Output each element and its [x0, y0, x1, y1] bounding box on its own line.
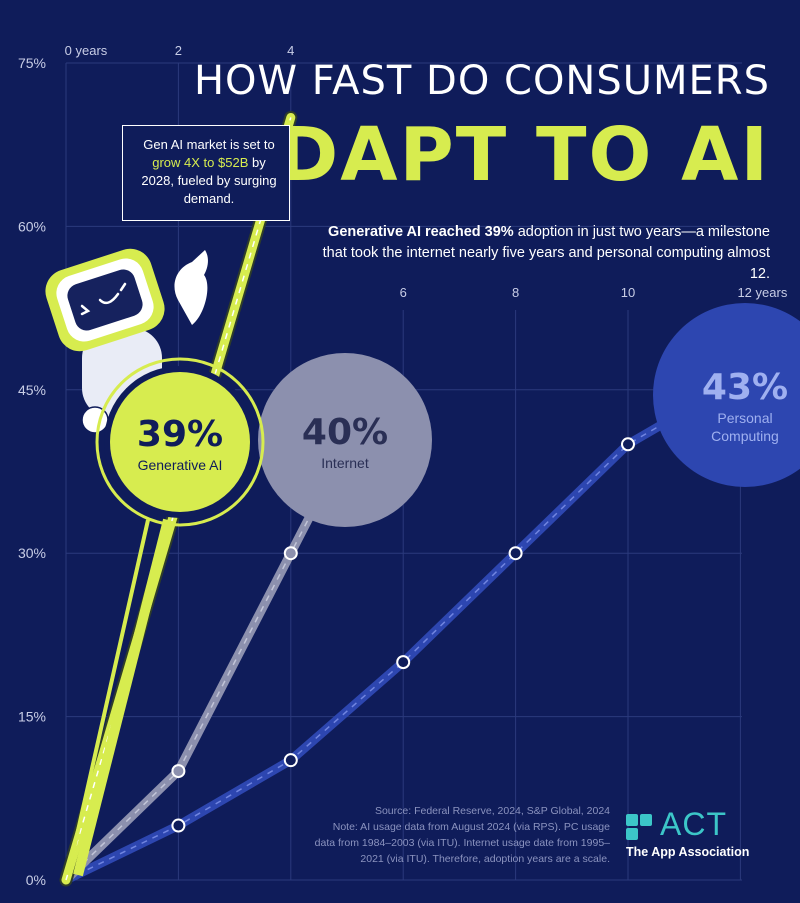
bubble-internet-circle: [258, 353, 432, 527]
source-line: Source: Federal Reserve, 2024, S&P Globa…: [374, 805, 610, 817]
y-tick-label: 30%: [18, 545, 46, 561]
series-bubbles: 43% Personal Computing 40% Internet 39% Genera…: [95, 303, 800, 527]
act-logo: ACT The App Association: [626, 806, 756, 862]
act-logo-name: ACT: [660, 806, 727, 842]
y-tick-label: 0%: [26, 872, 46, 888]
act-logo-tagline: The App Association: [626, 845, 750, 859]
x-tick-label: 2: [175, 43, 182, 58]
y-tick-label: 15%: [18, 709, 46, 725]
bubble-generative-ai-value: 39%: [137, 414, 223, 455]
bubble-generative-ai-circle: [110, 372, 250, 512]
bubble-internet-label: Internet: [321, 455, 369, 471]
act-logo-icon: [626, 814, 656, 842]
x-axis-ticks: 0 years 2 4 6 8 10 12 years: [65, 43, 788, 300]
series-dash-internet: [65, 443, 348, 881]
source-note: Source: Federal Reserve, 2024, S&P Globa…: [310, 803, 610, 867]
data-point-personal-computing: [283, 753, 298, 768]
data-point-personal-computing: [171, 818, 186, 833]
x-tick-label: 0 years: [65, 43, 108, 58]
source-note-line: Note: AI usage data from August 2024 (vi…: [314, 821, 610, 865]
bubble-internet: 40% Internet: [258, 353, 432, 527]
data-point-internet: [283, 546, 298, 561]
callout-highlight: grow 4X to $52B: [152, 155, 249, 170]
data-point-personal-computing: [508, 546, 523, 561]
page-title-line-1: HOW FAST DO CONSUMERS: [193, 58, 770, 104]
x-tick-label: 4: [287, 43, 294, 58]
x-tick-label: 10: [621, 285, 635, 300]
callout-pre: Gen AI market is set to: [143, 137, 275, 152]
y-tick-label: 75%: [18, 55, 46, 71]
market-callout: Gen AI market is set to grow 4X to $52B …: [122, 125, 290, 221]
x-tick-label: 8: [512, 285, 519, 300]
bubble-internet-value: 40%: [302, 412, 388, 453]
bubble-personal-computing-label: Computing: [711, 428, 779, 444]
y-axis-ticks: 0% 15% 30% 45% 60% 75%: [18, 55, 46, 888]
data-point-internet: [171, 764, 186, 779]
gen-ai-ring-outer: [95, 357, 265, 527]
gen-ai-stem-thin: [66, 519, 150, 876]
page-title-line-2: ADAPT TO AI: [217, 112, 770, 198]
y-tick-label: 60%: [18, 218, 46, 234]
page-subtitle: Generative AI reached 39% adoption in ju…: [300, 222, 770, 285]
bubble-personal-computing-label: Personal: [717, 410, 772, 426]
x-tick-label: 12 years: [737, 285, 787, 300]
subtitle-bold: Generative AI reached 39%: [328, 224, 514, 240]
x-tick-label: 6: [400, 285, 407, 300]
gen-ai-stem: [73, 518, 173, 877]
bubble-personal-computing-circle: [653, 303, 800, 487]
subtitle-rest: adoption in just two years—a milestone t…: [322, 224, 770, 282]
data-point-personal-computing: [396, 655, 411, 670]
chart-grid: [65, 62, 742, 881]
bubble-generative-ai-label: Generative AI: [138, 457, 223, 473]
bubble-personal-computing-value: 43%: [702, 367, 788, 408]
bubble-personal-computing: 43% Personal Computing: [653, 303, 800, 487]
y-tick-label: 45%: [18, 382, 46, 398]
callout-post: by 2028, fueled by surging demand.: [141, 155, 277, 206]
bubble-generative-ai: 39% Generative AI: [110, 372, 250, 512]
data-point-personal-computing: [621, 437, 635, 452]
